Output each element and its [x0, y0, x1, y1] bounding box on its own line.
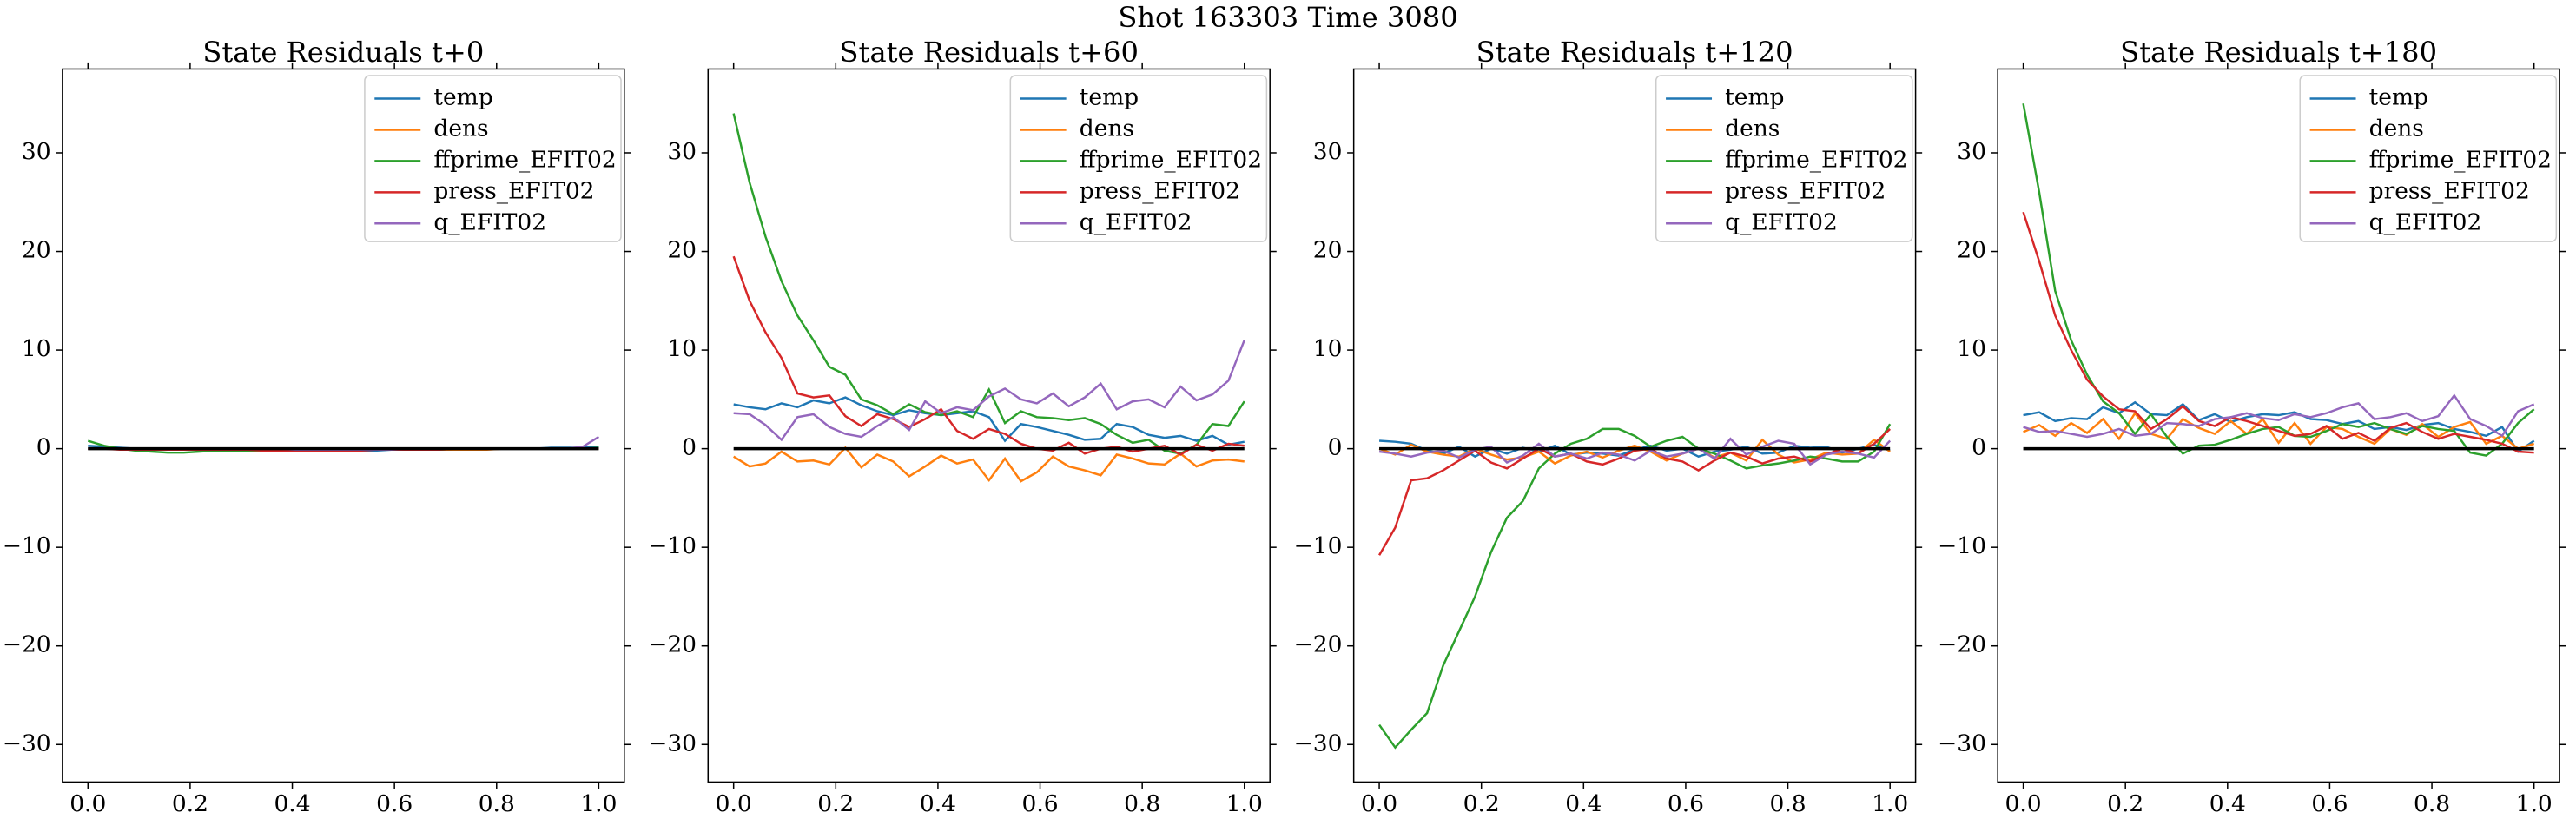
legend-label: temp [2369, 84, 2428, 111]
y-tick-label: −10 [648, 532, 697, 559]
series-line [2022, 211, 2534, 454]
x-tick-label: 0.0 [69, 790, 106, 817]
legend-label: ffprime_EFIT02 [1725, 146, 1907, 173]
y-tick-label: 10 [1313, 335, 1343, 362]
legend-box [2299, 75, 2558, 242]
x-tick-label: 0.6 [1668, 790, 1704, 817]
series-line [733, 446, 1245, 483]
y-tick-label: −30 [1294, 730, 1343, 756]
y-tick-label: −10 [3, 532, 51, 559]
legend-box [364, 75, 622, 242]
axes-title: State Residuals t+60 [840, 36, 1139, 69]
x-tick-label: 0.0 [1361, 790, 1397, 817]
y-tick-label: 0 [36, 434, 51, 461]
y-tick-label: 30 [1313, 138, 1343, 165]
x-tick-label: 0.2 [172, 790, 208, 817]
legend-label: dens [1725, 115, 1780, 142]
x-tick-label: 0.8 [2414, 790, 2450, 817]
series-line [2022, 102, 2535, 457]
y-tick-label: 30 [22, 138, 51, 165]
x-tick-label: 0.4 [1565, 790, 1602, 817]
y-tick-label: 10 [667, 335, 697, 362]
y-tick-label: −20 [3, 631, 51, 658]
y-tick-label: 20 [1313, 237, 1343, 264]
x-tick-label: 0.4 [920, 790, 956, 817]
series-line [1378, 428, 1892, 556]
series-line [733, 396, 1245, 446]
x-tick-label: 0.2 [1463, 790, 1500, 817]
x-tick-label: 0.4 [274, 790, 310, 817]
x-tick-label: 0.8 [1770, 790, 1807, 817]
y-tick-label: 10 [22, 335, 51, 362]
y-tick-label: 10 [1957, 335, 1986, 362]
x-tick-label: 1.0 [580, 790, 617, 817]
y-tick-label: 30 [1957, 138, 1986, 165]
axes-title: State Residuals t+0 [202, 36, 484, 69]
legend-label: q_EFIT02 [1080, 208, 1192, 235]
x-tick-label: 0.6 [1021, 790, 1058, 817]
legend-label: press_EFIT02 [433, 177, 594, 204]
y-tick-label: 0 [1328, 434, 1343, 461]
legend-label: dens [433, 115, 488, 142]
series-line [2023, 393, 2535, 439]
y-tick-label: −30 [3, 730, 51, 756]
series-line [732, 255, 1245, 456]
legend-label: temp [1725, 84, 1784, 111]
legend-label: press_EFIT02 [1080, 177, 1240, 204]
legend-label: ffprime_EFIT02 [2369, 146, 2552, 173]
x-tick-label: 0.2 [2107, 790, 2143, 817]
legend-label: q_EFIT02 [1725, 208, 1838, 235]
legend-label: dens [1080, 115, 1134, 142]
x-tick-label: 0.2 [817, 790, 854, 817]
x-tick-label: 0.0 [2005, 790, 2042, 817]
legend-label: q_EFIT02 [433, 208, 546, 235]
x-tick-label: 0.8 [1124, 790, 1160, 817]
x-tick-label: 1.0 [1872, 790, 1908, 817]
legend-label: q_EFIT02 [2369, 208, 2482, 235]
x-tick-label: 0.0 [716, 790, 752, 817]
axes-frame [1997, 68, 2560, 783]
y-tick-label: 20 [22, 237, 51, 264]
x-tick-label: 0.4 [2209, 790, 2246, 817]
y-tick-label: 0 [1972, 434, 1986, 461]
legend-label: temp [1080, 84, 1139, 111]
y-tick-label: −10 [1938, 532, 1986, 559]
y-tick-label: −10 [1294, 532, 1343, 559]
legend-box [1009, 75, 1268, 242]
y-tick-label: −20 [1938, 631, 1986, 658]
y-tick-label: 30 [667, 138, 697, 165]
y-tick-label: −30 [1938, 730, 1986, 756]
y-tick-label: 20 [1957, 237, 1986, 264]
axes-frame [62, 68, 625, 783]
y-tick-label: 0 [682, 434, 697, 461]
x-tick-label: 0.6 [2311, 790, 2348, 817]
axes-frame [707, 68, 1271, 783]
y-tick-label: 20 [667, 237, 697, 264]
legend-label: ffprime_EFIT02 [1080, 146, 1262, 173]
series-line [1378, 437, 1892, 466]
legend-label: press_EFIT02 [1725, 177, 1886, 204]
legend-label: ffprime_EFIT02 [433, 146, 616, 173]
y-tick-label: −20 [648, 631, 697, 658]
axes-title: State Residuals t+180 [2120, 36, 2437, 69]
axes-frame [1352, 68, 1917, 783]
axes-title: State Residuals t+120 [1476, 36, 1793, 69]
series-line [2023, 400, 2535, 453]
legend-box [1655, 75, 1913, 242]
x-tick-label: 0.8 [479, 790, 515, 817]
figure-title: Shot 163303 Time 3080 [1118, 1, 1457, 34]
legend-label: temp [433, 84, 492, 111]
series-line [733, 340, 1245, 442]
x-tick-label: 1.0 [2516, 790, 2553, 817]
legend-label: dens [2369, 115, 2424, 142]
y-tick-label: −20 [1294, 631, 1343, 658]
legend-label: press_EFIT02 [2369, 177, 2530, 204]
y-tick-label: −30 [648, 730, 697, 756]
x-tick-label: 0.6 [376, 790, 413, 817]
x-tick-label: 1.0 [1226, 790, 1263, 817]
